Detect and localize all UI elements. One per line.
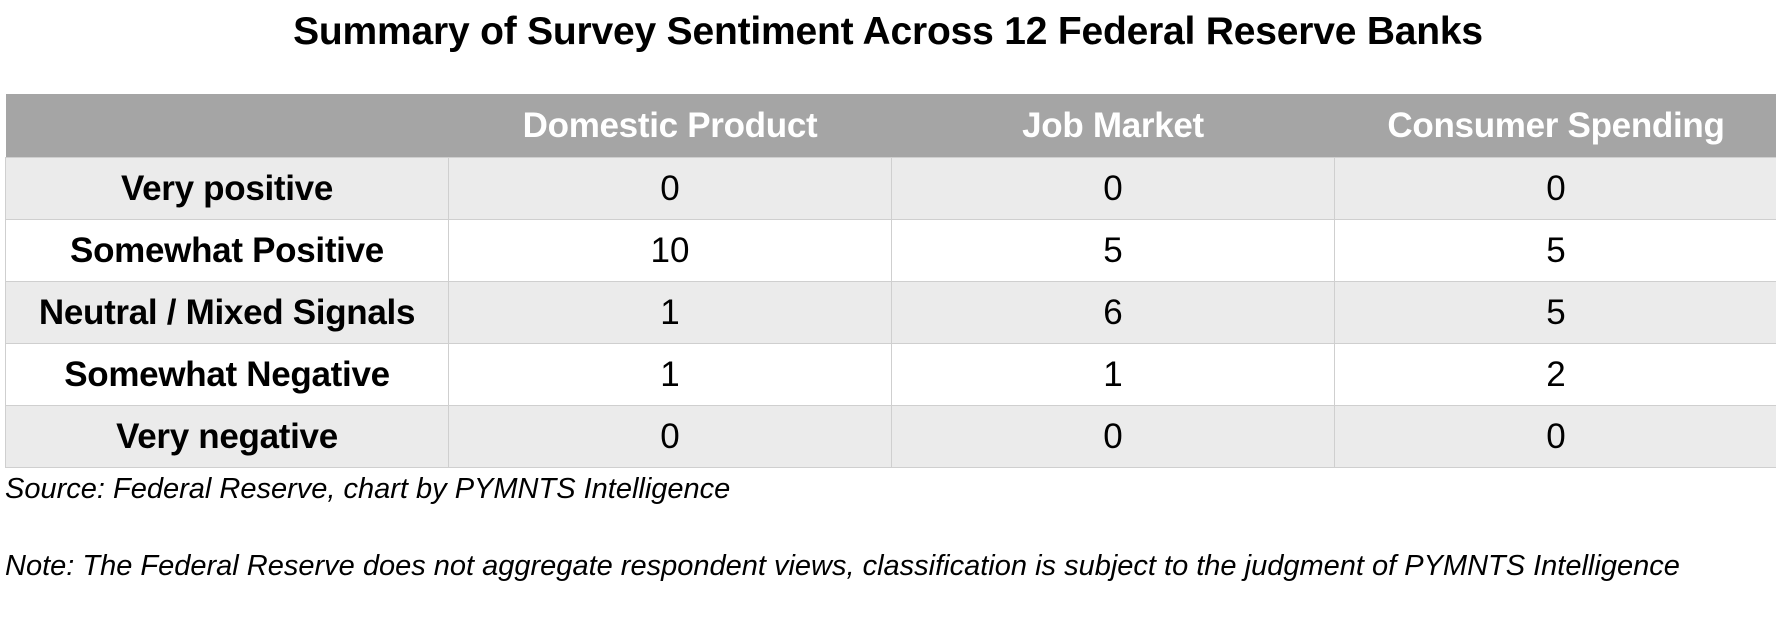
data-cell: 0 xyxy=(891,405,1335,468)
data-cell: 0 xyxy=(448,157,892,220)
row-label: Very negative xyxy=(5,405,449,468)
row-label: Very positive xyxy=(5,157,449,220)
data-cell: 10 xyxy=(448,219,892,282)
table-title: Summary of Survey Sentiment Across 12 Fe… xyxy=(293,10,1483,53)
data-cell: 1 xyxy=(891,343,1335,406)
table-row-very-negative: Very negative 0 0 0 xyxy=(5,405,1776,468)
data-cell: 6 xyxy=(891,281,1335,344)
table-row-neutral-mixed-signals: Neutral / Mixed Signals 1 6 5 xyxy=(5,281,1776,344)
table-row-somewhat-negative: Somewhat Negative 1 1 2 xyxy=(5,343,1776,406)
data-cell: 0 xyxy=(891,157,1335,220)
data-cell: 5 xyxy=(1334,281,1776,344)
table-row-very-positive: Very positive 0 0 0 xyxy=(5,157,1776,220)
row-label: Somewhat Positive xyxy=(5,219,449,282)
header-row: Domestic Product Job Market Consumer Spe… xyxy=(5,94,1776,158)
data-cell: 5 xyxy=(891,219,1335,282)
data-cell: 1 xyxy=(448,281,892,344)
header-cell-corner xyxy=(5,94,449,158)
sentiment-table: Domestic Product Job Market Consumer Spe… xyxy=(5,94,1776,468)
data-cell: 2 xyxy=(1334,343,1776,406)
methodology-note: Note: The Federal Reserve does not aggre… xyxy=(5,550,1680,582)
data-cell: 0 xyxy=(1334,405,1776,468)
data-cell: 5 xyxy=(1334,219,1776,282)
header-cell-consumer-spending: Consumer Spending xyxy=(1334,94,1776,158)
row-label: Neutral / Mixed Signals xyxy=(5,281,449,344)
header-cell-job-market: Job Market xyxy=(891,94,1335,158)
data-cell: 0 xyxy=(1334,157,1776,220)
header-cell-domestic-product: Domestic Product xyxy=(448,94,892,158)
row-label: Somewhat Negative xyxy=(5,343,449,406)
data-cell: 1 xyxy=(448,343,892,406)
data-cell: 0 xyxy=(448,405,892,468)
table-row-somewhat-positive: Somewhat Positive 10 5 5 xyxy=(5,219,1776,282)
source-note: Source: Federal Reserve, chart by PYMNTS… xyxy=(5,473,731,505)
